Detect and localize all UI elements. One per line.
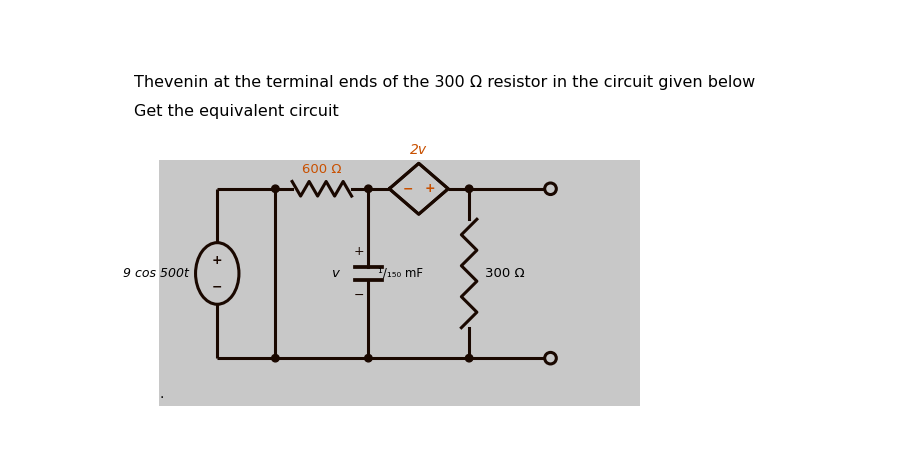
Text: Get the equivalent circuit: Get the equivalent circuit [134, 104, 339, 119]
Text: 600 Ω: 600 Ω [302, 163, 341, 176]
Text: −: − [403, 182, 414, 195]
Circle shape [365, 185, 372, 193]
Text: v: v [331, 267, 339, 280]
Circle shape [466, 355, 473, 362]
Text: Thevenin at the terminal ends of the 300 Ω resistor in the circuit given below: Thevenin at the terminal ends of the 300… [134, 75, 756, 90]
Text: +: + [354, 245, 365, 258]
Circle shape [272, 355, 279, 362]
FancyBboxPatch shape [159, 160, 640, 406]
Text: +: + [212, 254, 223, 267]
Ellipse shape [196, 243, 239, 304]
Text: ¹/₁₅₀ mF: ¹/₁₅₀ mF [378, 267, 423, 280]
Circle shape [365, 355, 372, 362]
Text: −: − [212, 280, 223, 293]
Circle shape [466, 185, 473, 193]
Circle shape [545, 183, 556, 194]
Polygon shape [389, 163, 448, 214]
Text: 2v: 2v [410, 143, 427, 157]
Text: −: − [354, 288, 365, 301]
Circle shape [272, 185, 279, 193]
Text: +: + [424, 182, 435, 195]
Text: 300 Ω: 300 Ω [485, 267, 524, 280]
Circle shape [545, 352, 556, 364]
Text: 9 cos 500t: 9 cos 500t [123, 267, 189, 280]
Text: .: . [159, 387, 163, 400]
